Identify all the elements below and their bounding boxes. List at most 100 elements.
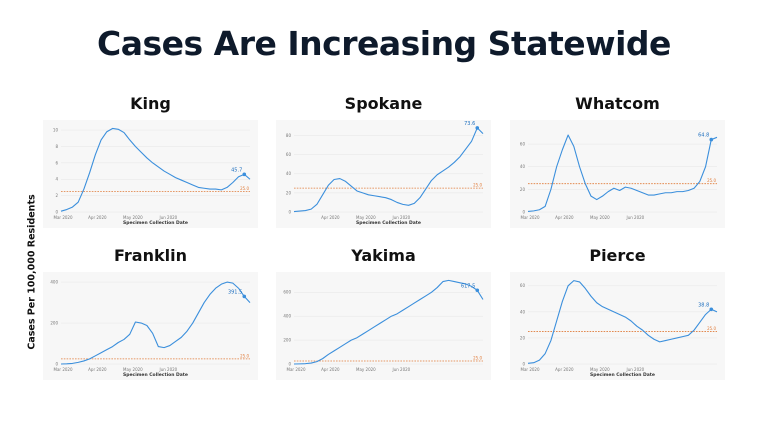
- y-tick-label: 0: [288, 209, 291, 214]
- x-tick-label: Apr 2020: [555, 215, 574, 220]
- threshold-label: 25.0: [473, 356, 482, 361]
- series-line: [527, 280, 718, 364]
- line-chart: 0 200 400 600 Mar 2020 Apr 2020 May 2020 Jun 20…: [276, 272, 491, 380]
- chart-background: [276, 272, 491, 380]
- y-tick-label: 0: [288, 361, 291, 366]
- line-chart: 0 20 40 60 80 Apr 2020 May 2020 Jun 2020 Specime…: [276, 120, 491, 228]
- threshold-label: 25.0: [240, 186, 249, 191]
- threshold-label: 25.0: [707, 178, 716, 183]
- y-tick-label: 40: [520, 164, 526, 169]
- page-title: Cases Are Increasing Statewide: [97, 24, 671, 63]
- x-tick-label: May 2020: [356, 215, 376, 220]
- x-tick-label: Apr 2020: [88, 367, 107, 372]
- y-tick-label: 400: [283, 314, 291, 319]
- x-tick-label: Jun 2020: [626, 215, 645, 220]
- line-chart: 0 200 400 Mar 2020 Apr 2020 May 2020 Jun 2020 S…: [43, 272, 258, 380]
- line-chart: 0 20 40 60 Mar 2020 Apr 2020 May 2020 Jun 2020 2…: [510, 120, 725, 228]
- latest-value-label: 45.7: [231, 167, 242, 173]
- y-tick-label: 0: [55, 361, 58, 366]
- chart-svg: 0 200 400 600 Mar 2020 Apr 2020 May 2020 Jun 20…: [276, 272, 491, 380]
- y-tick-label: 2: [55, 193, 58, 198]
- latest-value-label: 38.8: [698, 302, 709, 308]
- y-tick-label: 200: [50, 320, 58, 325]
- latest-point-marker: [475, 126, 480, 130]
- x-tick-label: Mar 2020: [521, 367, 540, 372]
- y-tick-label: 200: [283, 338, 291, 343]
- x-tick-label: Jun 2020: [392, 215, 411, 220]
- y-tick-label: 60: [520, 142, 526, 147]
- series-line: [293, 127, 484, 213]
- chart-svg: 0 20 40 60 Mar 2020 Apr 2020 May 2020 Jun 2020S…: [510, 272, 725, 380]
- y-tick-label: 40: [520, 309, 526, 314]
- y-tick-label: 60: [286, 152, 292, 157]
- x-tick-label: Apr 2020: [321, 367, 340, 372]
- latest-point-marker: [475, 288, 480, 293]
- y-tick-label: 0: [522, 209, 525, 214]
- x-tick-label: Apr 2020: [555, 367, 574, 372]
- chart-title: Whatcom: [575, 94, 660, 113]
- x-tick-label: Jun 2020: [159, 367, 178, 372]
- y-tick-label: 20: [286, 190, 292, 195]
- chart-title: Spokane: [344, 94, 423, 113]
- threshold-label: 25.0: [473, 183, 482, 188]
- x-tick-label: Apr 2020: [88, 215, 107, 220]
- chart-background: [43, 120, 258, 228]
- y-axis-label: Cases Per 100,000 Residents: [26, 194, 38, 350]
- chart-title: Yakima: [351, 246, 416, 265]
- chart-svg: 0 2 4 6 8 10 Mar 2020 Apr 2020 May 2020 Jun 2020S…: [43, 120, 258, 228]
- x-tick-label: May 2020: [590, 215, 610, 220]
- line-chart: 0 2 4 6 8 10 Mar 2020 Apr 2020 May 2020 Jun 2020 S…: [43, 120, 258, 228]
- x-tick-label: May 2020: [590, 367, 610, 372]
- threshold-label: 25.0: [240, 353, 249, 358]
- x-tick-label: Jun 2020: [626, 367, 645, 372]
- chart-background: [510, 120, 725, 228]
- x-tick-label: Jun 2020: [159, 215, 178, 220]
- series-line: [293, 279, 484, 365]
- chart-title: Pierce: [589, 246, 646, 265]
- y-tick-label: 6: [55, 160, 58, 165]
- y-tick-label: 80: [286, 133, 292, 138]
- chart-svg: 0 20 40 60 80 Apr 2020 May 2020 Jun 2020Specime…: [276, 120, 491, 228]
- latest-point-marker: [709, 137, 714, 142]
- y-tick-label: 400: [50, 279, 58, 284]
- line-chart: 0 20 40 60 Mar 2020 Apr 2020 May 2020 Jun 2020 S…: [510, 272, 725, 380]
- latest-value-label: 617.5: [461, 283, 475, 289]
- x-tick-label: May 2020: [123, 367, 143, 372]
- x-tick-label: Apr 2020: [321, 215, 340, 220]
- x-axis-label: Specimen Collection Date: [356, 220, 421, 226]
- latest-point-marker: [242, 294, 247, 299]
- x-axis-label: Specimen Collection Date: [123, 372, 188, 378]
- x-tick-label: May 2020: [356, 367, 376, 372]
- x-tick-label: Mar 2020: [54, 367, 73, 372]
- y-tick-label: 0: [522, 361, 525, 366]
- chart-title: Franklin: [114, 246, 187, 265]
- series-line: [60, 127, 251, 212]
- latest-point-marker: [709, 307, 714, 312]
- x-tick-label: Mar 2020: [287, 367, 306, 372]
- chart-title: King: [130, 94, 171, 113]
- y-tick-label: 600: [283, 290, 291, 295]
- chart-svg: 0 200 400 Mar 2020 Apr 2020 May 2020 Jun 2020S…: [43, 272, 258, 380]
- chart-svg: 0 20 40 60 Mar 2020 Apr 2020 May 2020 Jun 2020 2…: [510, 120, 725, 228]
- latest-value-label: 391.5: [228, 289, 242, 295]
- y-tick-label: 0: [55, 209, 58, 214]
- series-line: [527, 134, 718, 212]
- latest-point-marker: [242, 172, 247, 177]
- latest-value-label: 64.8: [698, 133, 709, 139]
- x-tick-label: Mar 2020: [521, 215, 540, 220]
- x-axis-label: Specimen Collection Date: [123, 220, 188, 226]
- y-tick-label: 20: [520, 335, 526, 340]
- chart-background: [510, 272, 725, 380]
- x-tick-label: Mar 2020: [54, 215, 73, 220]
- x-tick-label: May 2020: [123, 215, 143, 220]
- y-tick-label: 60: [520, 283, 526, 288]
- series-line: [60, 281, 251, 365]
- y-tick-label: 8: [55, 144, 58, 149]
- x-axis-label: Specimen Collection Date: [590, 372, 655, 378]
- y-tick-label: 10: [53, 127, 59, 132]
- latest-value-label: 73.6: [464, 121, 475, 127]
- threshold-label: 25.0: [707, 326, 716, 331]
- y-tick-label: 4: [55, 177, 58, 182]
- x-tick-label: Jun 2020: [392, 367, 411, 372]
- y-tick-label: 40: [286, 171, 292, 176]
